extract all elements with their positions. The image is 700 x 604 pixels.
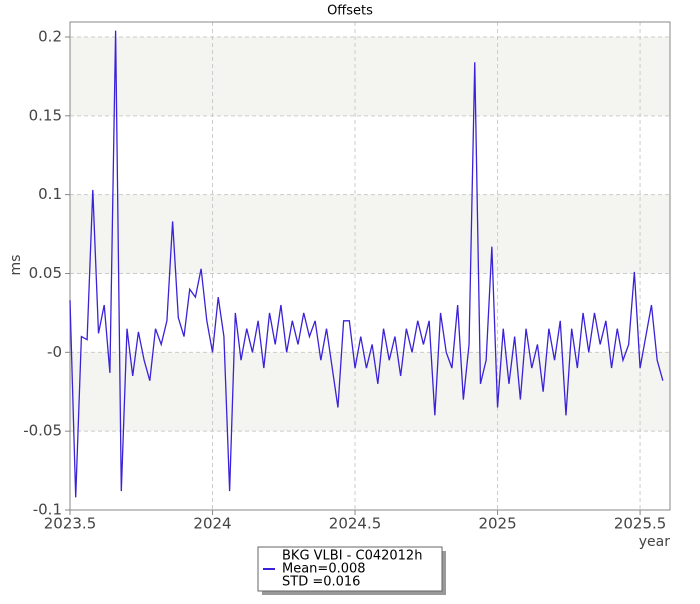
band [70, 36, 670, 116]
legend-label: BKG VLBI - C042012h [282, 549, 422, 564]
x-tick-label: 2024.5 [329, 515, 382, 533]
x-tick-label: 2023.5 [44, 515, 97, 533]
y-tick-label: 0.2 [38, 27, 62, 45]
band [70, 194, 670, 274]
x-tick-label: 2025.5 [614, 515, 667, 533]
x-tick-label: 2024 [193, 515, 231, 533]
x-axis-label: year [639, 534, 670, 550]
y-axis-label: ms [8, 255, 24, 276]
y-tick-label: 0.1 [38, 185, 62, 203]
plot-frame [69, 21, 671, 511]
chart-title: Offsets [327, 4, 373, 19]
legend-stat: STD =0.016 [282, 575, 360, 590]
y-tick-label: -0.05 [23, 422, 62, 440]
y-tick-label: 0.15 [29, 106, 62, 124]
data-line [69, 30, 664, 498]
y-tick-label: -0 [47, 343, 62, 361]
legend-box [257, 546, 443, 592]
legend: BKG VLBI - C042012h Mean=0.008 STD =0.01… [257, 546, 446, 595]
y-tick-label: -0.1 [33, 501, 62, 519]
band [70, 352, 670, 432]
y-tick-label: 0.05 [29, 264, 62, 282]
plot-layer: -0.1 -0.05 -0 0.05 0.1 0.15 0.2 2023.5 2024 2024.… [23, 21, 671, 533]
legend-stat: Mean=0.008 [282, 562, 366, 577]
x-tick-label: 2025 [478, 515, 516, 533]
